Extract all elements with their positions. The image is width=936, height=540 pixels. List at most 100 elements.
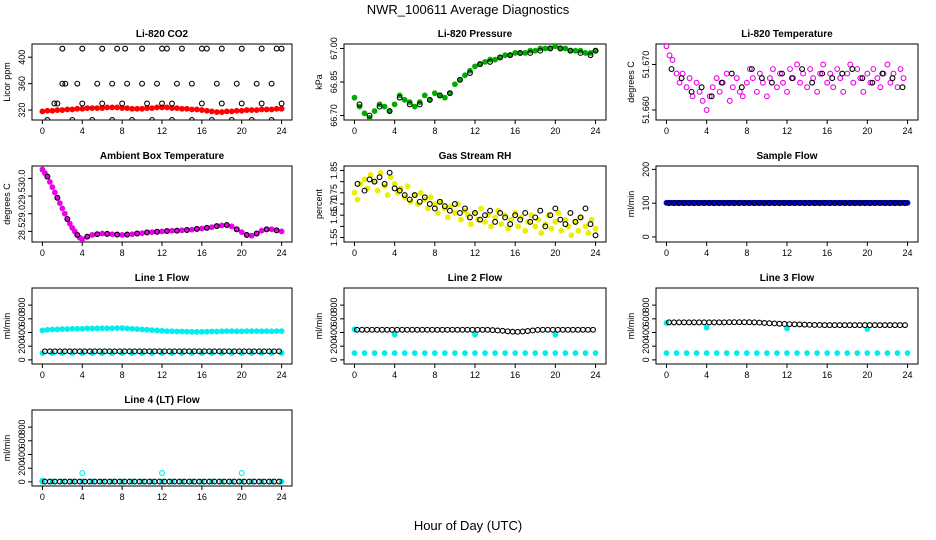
data-point	[99, 100, 106, 107]
data-point	[268, 328, 275, 335]
panel-pressure: Li-820 Pressure kPa 0 4 8 12 16 20 24 66.70 66.85 6…	[314, 29, 607, 136]
data-point	[708, 93, 715, 100]
data-point	[417, 189, 424, 196]
plot-frame	[655, 43, 919, 121]
data-point	[846, 322, 853, 329]
data-point	[477, 61, 483, 68]
data-point	[406, 101, 413, 108]
data-point	[854, 66, 861, 72]
data-point	[499, 327, 506, 334]
data-point	[228, 117, 235, 120]
data-point	[761, 319, 768, 326]
data-point	[494, 327, 501, 334]
data-point	[504, 328, 511, 335]
data-point	[268, 80, 275, 87]
data-point	[379, 326, 386, 333]
data-point	[733, 350, 740, 356]
data-point	[468, 221, 474, 228]
data-point	[51, 100, 58, 107]
data-point	[354, 196, 361, 203]
data-point	[233, 328, 240, 335]
data-point	[411, 350, 418, 356]
data-point	[512, 50, 519, 56]
data-point	[472, 331, 478, 338]
data-point	[836, 322, 843, 329]
data-point	[79, 105, 86, 112]
x-tick-label: 24	[903, 126, 913, 136]
x-tick-label: 4	[392, 248, 397, 258]
x-tick-label: 8	[120, 126, 125, 136]
data-point	[218, 45, 225, 52]
data-point	[188, 106, 195, 113]
data-point	[683, 84, 690, 91]
data-point	[502, 214, 509, 221]
data-point	[174, 227, 180, 234]
data-point	[856, 322, 863, 329]
data-point	[831, 322, 838, 329]
data-point	[208, 108, 215, 115]
data-point	[756, 319, 763, 326]
data-point	[693, 79, 700, 86]
data-point	[134, 230, 141, 237]
data-point	[94, 231, 101, 238]
data-point	[124, 231, 131, 238]
data-point	[854, 350, 861, 356]
data-point	[416, 101, 423, 108]
data-point	[814, 88, 821, 95]
x-tick-label: 16	[510, 248, 520, 258]
data-point	[49, 184, 56, 191]
data-point	[424, 326, 431, 333]
data-point	[109, 231, 116, 238]
y-tick-label: 200	[17, 339, 27, 354]
data-point	[562, 221, 569, 228]
data-point	[693, 350, 700, 356]
y-tick-label: 800	[17, 298, 27, 313]
data-point	[409, 326, 416, 333]
data-point	[258, 100, 265, 107]
data-point	[436, 92, 443, 99]
y-tick-label: 200	[329, 339, 339, 354]
x-tick-label: 20	[550, 126, 560, 136]
data-point	[139, 326, 145, 333]
data-point	[728, 70, 735, 77]
data-point	[484, 326, 491, 333]
data-point	[79, 470, 86, 476]
data-point	[159, 45, 165, 52]
data-point	[134, 105, 140, 112]
x-tick-label: 20	[237, 370, 247, 380]
data-point	[768, 79, 775, 86]
data-point	[213, 80, 220, 87]
data-point	[816, 322, 823, 328]
data-point	[139, 105, 145, 112]
data-point	[718, 79, 725, 86]
data-point	[359, 326, 365, 333]
y-tick-label: 30.0	[17, 170, 27, 188]
data-point	[713, 75, 720, 82]
y-tick-label: 400	[641, 325, 651, 340]
data-point	[733, 75, 740, 82]
x-tick-label: 20	[550, 248, 560, 258]
data-point	[532, 350, 539, 356]
data-point	[44, 326, 51, 333]
x-tick-label: 0	[664, 126, 669, 136]
data-point	[668, 66, 675, 72]
data-point	[462, 72, 468, 79]
data-point	[278, 45, 285, 52]
data-point	[154, 327, 160, 334]
data-point	[723, 70, 730, 77]
data-point	[376, 103, 383, 110]
panel-ylabel: kPa	[314, 74, 324, 90]
data-point	[766, 320, 773, 327]
data-point	[154, 228, 160, 235]
data-point	[859, 75, 866, 82]
data-point	[860, 88, 867, 95]
data-point	[421, 350, 428, 356]
x-tick-label: 12	[157, 126, 167, 136]
data-point	[522, 350, 529, 356]
data-point	[886, 322, 893, 329]
plot-frame	[343, 165, 607, 243]
data-point	[809, 79, 816, 86]
data-point	[557, 45, 564, 52]
data-point	[849, 66, 856, 72]
